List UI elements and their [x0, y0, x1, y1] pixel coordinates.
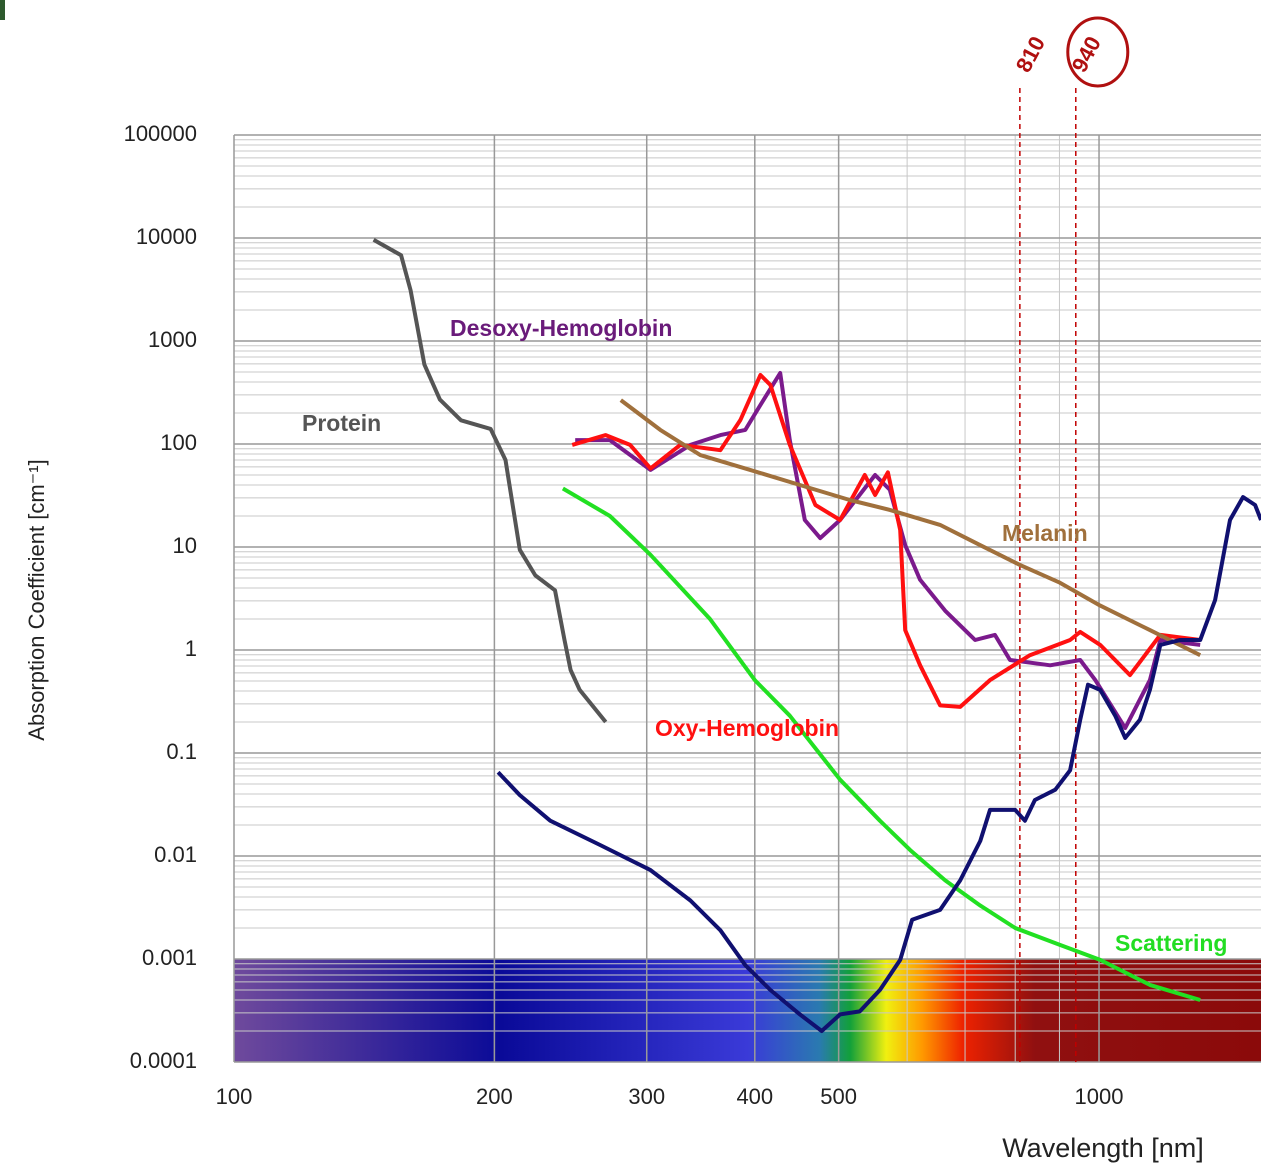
marker-label: 810 — [1011, 32, 1050, 76]
series-line — [619, 398, 1202, 657]
y-tick-label: 1000 — [148, 327, 197, 352]
y-tick-label: 0.01 — [154, 842, 197, 867]
y-tick-label: 10 — [173, 533, 197, 558]
x-tick-label: 400 — [736, 1084, 773, 1109]
series-line — [372, 238, 608, 724]
x-tick-label: 500 — [820, 1084, 857, 1109]
x-tick-label: 100 — [216, 1084, 253, 1109]
series-line — [575, 371, 1201, 730]
series-label: Oxy-Hemoglobin — [655, 715, 839, 741]
lines — [372, 238, 1261, 1033]
series-label: Protein — [302, 410, 381, 436]
series-line — [496, 495, 1261, 1033]
series-label: Scattering — [1115, 930, 1227, 956]
y-tick-label: 0.1 — [166, 739, 197, 764]
y-tick-label: 0.001 — [142, 945, 197, 970]
marker-circle — [1066, 16, 1130, 88]
x-axis-label: Wavelength [nm] — [1002, 1133, 1204, 1163]
y-tick-label: 0.0001 — [130, 1048, 197, 1073]
y-axis-label: Absorption Coefficient [cm⁻¹] — [24, 459, 49, 740]
x-tick-label: 1000 — [1075, 1084, 1124, 1109]
y-tick-label: 10000 — [136, 224, 197, 249]
y-tick-label: 100000 — [124, 121, 197, 146]
grid — [233, 134, 1261, 1063]
series-label: Melanin — [1002, 520, 1088, 546]
series-line — [561, 486, 1201, 1002]
series-label: Desoxy-Hemoglobin — [450, 315, 672, 341]
spectrum-bar — [234, 959, 1261, 1062]
labels: Protein Desoxy-Hemoglobin Oxy-Hemoglobin Me… — [302, 315, 1227, 956]
y-tick-label: 1 — [185, 636, 197, 661]
spectrum — [234, 959, 1261, 1062]
series-line — [571, 373, 1201, 709]
corner-mark — [0, 0, 5, 20]
x-tick-label: 300 — [628, 1084, 665, 1109]
x-tick-label: 200 — [476, 1084, 513, 1109]
y-tick-label: 100 — [160, 430, 197, 455]
